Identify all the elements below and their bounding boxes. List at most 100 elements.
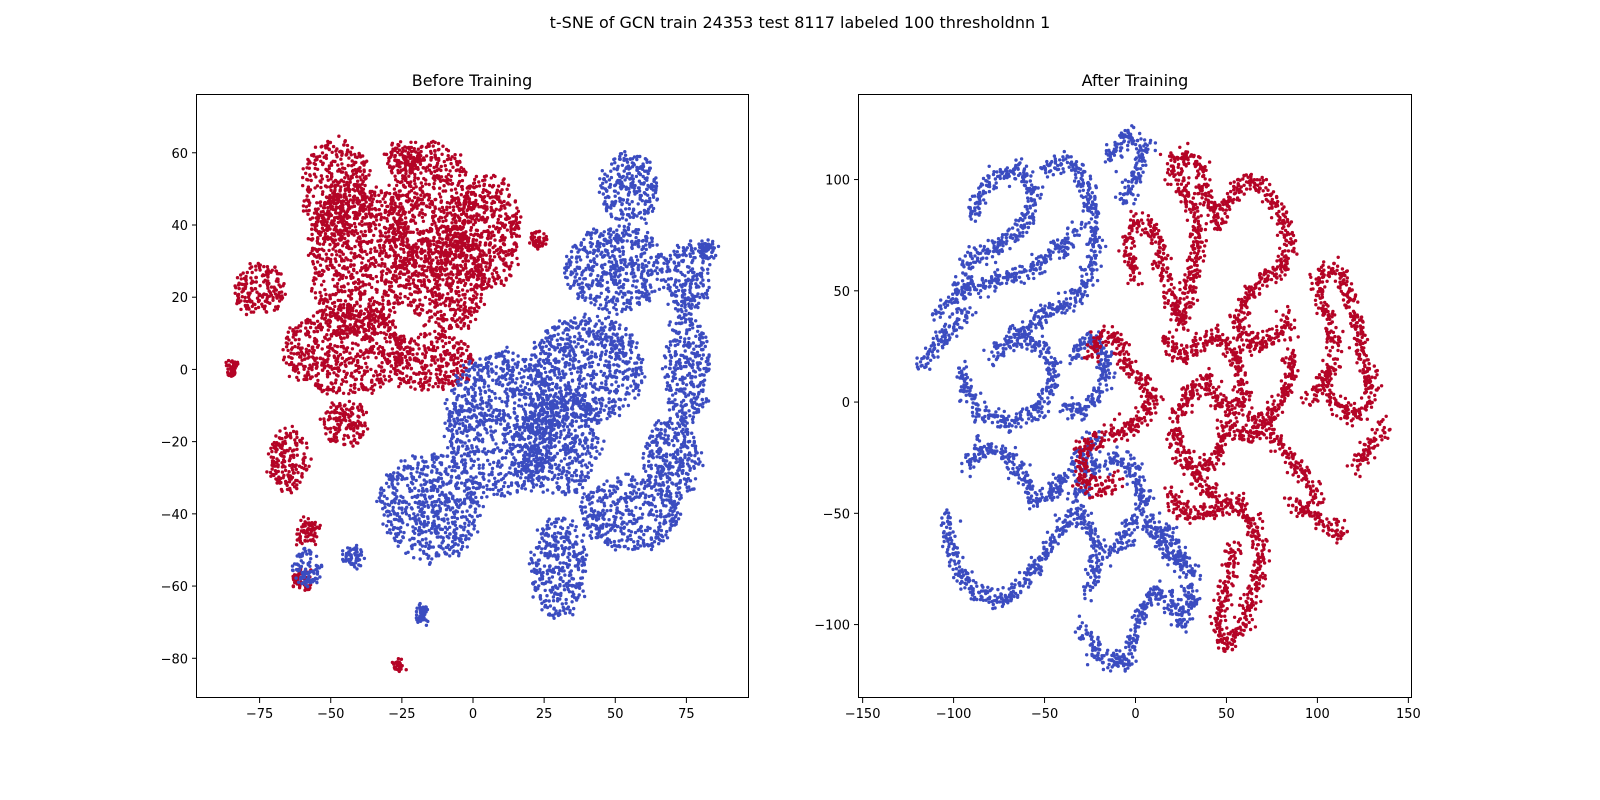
red-point [360,161,364,165]
red-point [276,279,280,284]
red-point [333,159,337,164]
red-point [350,164,354,168]
red-point [359,230,363,234]
red-point [319,159,323,163]
red-point [319,204,323,208]
red-point [235,276,240,280]
red-point [334,201,338,206]
red-point [312,211,317,215]
red-point [383,200,387,204]
red-point [367,173,371,177]
red-point [256,305,261,310]
red-point [264,293,269,297]
red-point [336,163,340,167]
red-point [320,177,324,181]
red-point [351,172,355,177]
red-point [246,291,250,295]
red-point [341,166,345,170]
red-point [266,279,270,283]
red-point [314,175,318,179]
red-point [333,178,338,183]
red-point [258,284,262,288]
red-point [358,175,362,179]
red-point [363,183,367,188]
figure-title: t-SNE of GCN train 24353 test 8117 label… [549,13,1051,32]
red-point [278,294,283,299]
red-point [268,301,272,305]
red-point [346,163,350,168]
red-point [353,160,357,165]
red-point [311,194,316,198]
red-point [272,308,277,312]
red-point [236,293,240,298]
red-point [345,143,350,148]
red-point [254,275,258,280]
red-point [330,184,334,188]
red-point [273,265,277,269]
red-point [365,159,369,163]
red-point [312,172,317,176]
red-point [360,223,364,227]
red-point [306,185,311,189]
red-point [319,210,323,214]
points-layer-before [224,134,721,674]
red-point [348,180,352,184]
red-point [266,286,270,290]
red-point [330,232,334,236]
red-point [305,188,310,192]
red-point [310,216,315,220]
red-point [336,183,340,187]
red-point [304,205,309,209]
red-point [350,175,354,180]
red-point [339,185,343,189]
red-point [262,264,266,269]
red-point [351,195,356,199]
red-point [239,277,243,281]
red-point [261,273,265,277]
red-point [305,194,309,198]
red-point [321,161,325,165]
red-point [244,312,249,317]
red-point [315,201,319,205]
red-point [358,169,363,173]
red-point [361,154,365,158]
red-point [254,268,258,272]
red-point [283,292,287,296]
red-point [264,310,268,314]
red-point [315,167,320,171]
red-point [266,275,270,279]
red-point [361,173,365,177]
red-point [345,183,350,187]
red-point [309,178,313,183]
red-point [352,221,357,226]
red-point [327,214,331,219]
red-point [249,286,254,291]
red-point [330,172,334,176]
red-point [270,268,274,272]
red-point [266,267,270,272]
red-point [342,180,346,184]
red-point [268,291,273,295]
red-point [304,171,308,175]
red-point [343,299,348,303]
red-point [351,210,356,215]
red-point [301,175,305,180]
red-point [398,275,402,280]
red-point [234,286,238,290]
red-point [337,263,341,267]
red-point [242,276,247,281]
red-point [355,175,359,179]
red-point [301,209,306,213]
red-point [334,149,338,153]
red-point [353,244,357,249]
red-point [323,232,328,236]
red-point [330,174,334,178]
red-point [318,201,322,205]
red-point [329,188,333,192]
red-point [306,198,311,202]
red-point [251,280,256,284]
red-point [306,212,310,216]
red-point [315,155,319,159]
